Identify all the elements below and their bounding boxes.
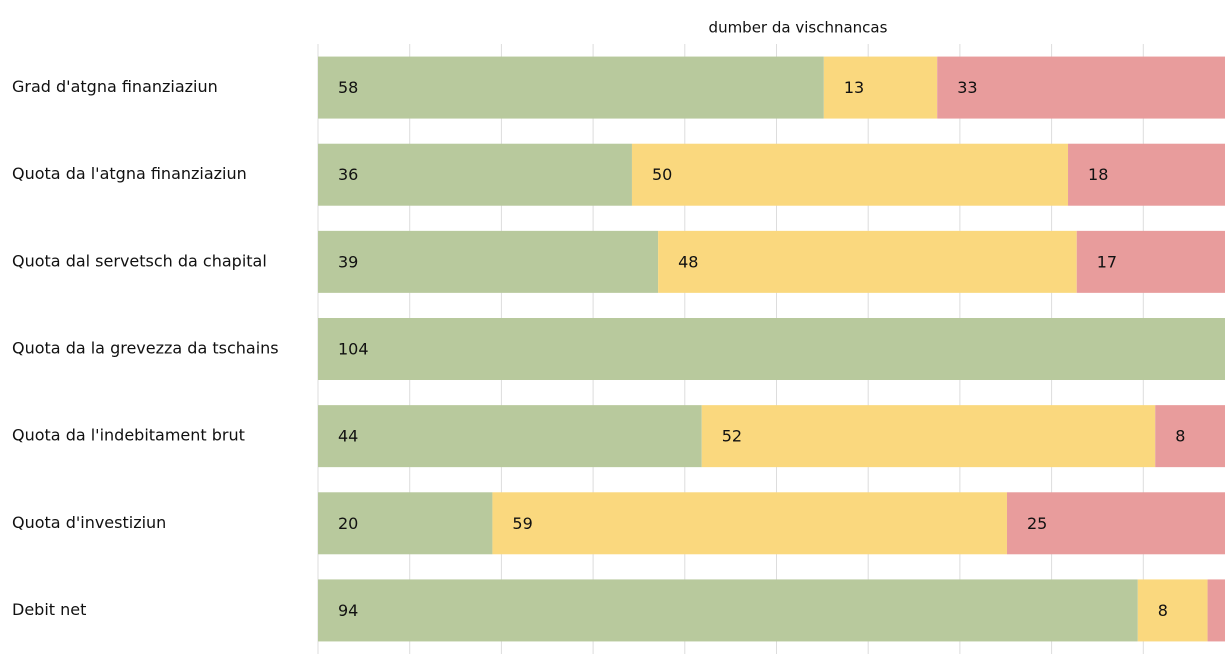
value-label: 52	[722, 427, 742, 446]
value-label: 8	[1175, 427, 1185, 446]
category-label: Debit net	[12, 600, 86, 619]
bar-segment	[1137, 579, 1208, 642]
value-label: 8	[1158, 601, 1168, 620]
category-label: Quota da l'indebitament brut	[12, 426, 245, 445]
category-label: Quota da l'atgna finanziaziun	[12, 164, 247, 183]
bar-segment	[658, 230, 1077, 293]
bar-segment	[937, 56, 1225, 119]
value-label: 58	[338, 78, 358, 97]
bar-segment	[1068, 143, 1225, 206]
bar-segment	[318, 56, 824, 119]
value-label: 20	[338, 514, 358, 533]
value-label: 59	[512, 514, 532, 533]
bar-segment	[318, 318, 1225, 380]
value-label: 94	[338, 601, 358, 620]
bar-segment	[701, 405, 1156, 468]
bar-segment	[318, 230, 659, 293]
bar-segment	[318, 405, 702, 468]
value-label: 25	[1027, 514, 1047, 533]
bar-segment	[318, 579, 1138, 642]
value-label: 33	[957, 78, 977, 97]
value-label: 18	[1088, 165, 1108, 184]
bar-segment	[631, 143, 1069, 206]
category-label: Quota dal servetsch da chapital	[12, 251, 267, 270]
category-label: Quota da la grevezza da tschains	[12, 339, 279, 358]
value-label: 104	[338, 340, 369, 359]
bar-segment	[1207, 579, 1225, 642]
value-label: 39	[338, 252, 358, 271]
bar-segment	[318, 492, 493, 555]
bar-segment	[492, 492, 1007, 555]
bar-segment	[823, 56, 938, 119]
value-label: 50	[652, 165, 672, 184]
bar-segment	[1155, 405, 1225, 468]
value-label: 48	[678, 252, 698, 271]
value-label: 17	[1097, 252, 1117, 271]
value-label: 13	[844, 78, 864, 97]
category-label: Quota d'investiziun	[12, 513, 166, 532]
value-label: 44	[338, 427, 358, 446]
category-label: Grad d'atgna finanziaziun	[12, 77, 218, 96]
bar-segment	[1076, 230, 1225, 293]
bar-segment	[318, 143, 632, 206]
bar-segment	[1006, 492, 1225, 555]
chart-title: dumber da vischnancas	[709, 19, 888, 37]
value-label: 36	[338, 165, 358, 184]
